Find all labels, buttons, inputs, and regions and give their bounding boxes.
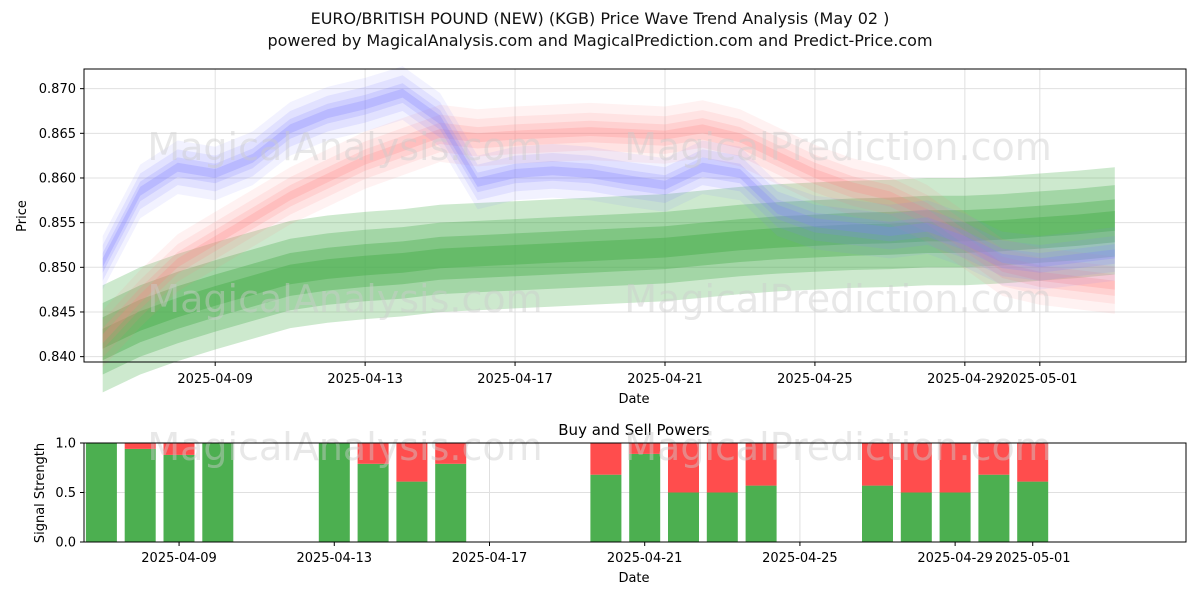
sell-bar-10	[668, 443, 699, 493]
buy-bar-14	[900, 492, 932, 542]
watermark-right-3: MagicalPrediction.com	[624, 425, 1052, 469]
power-watermarks: MagicalAnalysis.com MagicalPrediction.co…	[147, 425, 1051, 469]
watermark-right: MagicalPrediction.com	[624, 125, 1052, 169]
sell-bar-7	[435, 443, 467, 464]
buy-bar-8	[590, 474, 622, 542]
blue-band-1	[102, 75, 1115, 281]
power-xtick-label-5: 2025-04-29	[917, 551, 993, 566]
buy-bar-0	[85, 443, 117, 542]
price-xtick-label-4: 2025-04-25	[777, 372, 853, 387]
price-axes: 2025-04-09 2025-04-13 2025-04-17 2025-04-21…	[39, 82, 1078, 387]
price-xtick-label-3: 2025-04-21	[627, 372, 703, 387]
watermark-left: MagicalAnalysis.com	[147, 125, 542, 169]
buy-bar-3	[202, 443, 234, 542]
sell-bar-9	[629, 443, 661, 454]
price-xlabel: Date	[618, 392, 649, 407]
sell-bar-16	[978, 443, 1010, 475]
blue-band-0	[102, 66, 1115, 290]
power-xtick-label-0: 2025-04-09	[141, 551, 217, 566]
buy-bar-10	[668, 492, 699, 542]
buy-bar-4	[318, 443, 350, 542]
buy-bar-16	[978, 474, 1010, 542]
sell-bar-13	[862, 443, 893, 486]
sell-bar-2	[163, 443, 195, 455]
price-plot-frame	[83, 68, 1187, 363]
price-ytick-label-2: 0.850	[39, 261, 76, 276]
price-bands	[102, 66, 1115, 393]
sell-bar-17	[1017, 443, 1049, 482]
price-xtick-label-5: 2025-04-29	[927, 372, 1003, 387]
power-axes: 2025-04-09 2025-04-13 2025-04-17 2025-04-21…	[55, 437, 1070, 567]
watermark-left-3: MagicalAnalysis.com	[147, 425, 542, 469]
buy-bar-17	[1017, 481, 1049, 542]
price-ytick-label-4: 0.860	[39, 171, 76, 186]
price-xtick-label-1: 2025-04-13	[327, 372, 403, 387]
green-band-3	[102, 211, 1115, 349]
blue-band-3	[102, 88, 1115, 268]
power-xtick-label-3: 2025-04-21	[607, 551, 683, 566]
buy-bar-1	[124, 448, 156, 542]
buy-bar-6	[396, 481, 428, 542]
price-ytick-label-0: 0.840	[39, 350, 76, 365]
price-ytick-label-6: 0.870	[39, 82, 76, 97]
power-xlabel: Date	[618, 571, 649, 586]
buy-bar-7	[435, 463, 467, 542]
sell-bar-6	[396, 443, 428, 482]
sell-bar-11	[706, 443, 738, 493]
green-band-0	[102, 167, 1115, 393]
red-band-1	[102, 110, 1115, 358]
price-ytick-label-3: 0.855	[39, 216, 76, 231]
price-watermarks: MagicalAnalysis.com MagicalPrediction.co…	[147, 125, 1051, 321]
power-title: Buy and Sell Powers	[558, 421, 710, 439]
sell-bar-8	[590, 443, 622, 475]
price-xtick-label-2: 2025-04-17	[477, 372, 553, 387]
price-grid	[84, 69, 1186, 362]
power-ytick-label-2: 1.0	[55, 437, 76, 452]
watermark-right-2: MagicalPrediction.com	[624, 277, 1052, 321]
power-xtick-label-2: 2025-04-17	[452, 551, 528, 566]
power-xtick-label-6: 2025-05-01	[995, 551, 1071, 566]
sell-bar-14	[900, 443, 932, 493]
buy-bar-15	[939, 492, 971, 542]
sell-bar-15	[939, 443, 971, 493]
buy-bar-2	[163, 454, 195, 542]
buy-bar-13	[862, 485, 893, 542]
chart-title: EURO/BRITISH POUND (NEW) (KGB) Price Wav…	[310, 9, 890, 28]
price-ytick-label-5: 0.865	[39, 127, 76, 142]
sell-bar-1	[124, 443, 156, 449]
power-bars	[85, 443, 1049, 542]
price-ylabel: Price	[15, 200, 30, 232]
price-xtick-label-0: 2025-04-09	[177, 372, 253, 387]
blue-band-2	[102, 83, 1115, 273]
sell-bar-5	[357, 443, 389, 464]
red-band-0	[102, 100, 1115, 368]
price-xtick-label-6: 2025-05-01	[1002, 372, 1078, 387]
buy-bar-11	[706, 492, 738, 542]
sell-bar-12	[745, 443, 777, 486]
power-ytick-label-1: 0.5	[55, 486, 76, 501]
power-ytick-label-0: 0.0	[55, 536, 76, 551]
price-ytick-label-1: 0.845	[39, 305, 76, 320]
power-xtick-label-1: 2025-04-13	[296, 551, 372, 566]
watermark-left-2: MagicalAnalysis.com	[147, 277, 542, 321]
power-xtick-label-4: 2025-04-25	[762, 551, 838, 566]
buy-bar-9	[629, 453, 661, 542]
buy-bar-12	[745, 485, 777, 542]
buy-bar-5	[357, 463, 389, 542]
chart-subtitle: powered by MagicalAnalysis.com and Magic…	[267, 31, 933, 50]
power-ylabel: Signal Strength	[33, 443, 48, 543]
